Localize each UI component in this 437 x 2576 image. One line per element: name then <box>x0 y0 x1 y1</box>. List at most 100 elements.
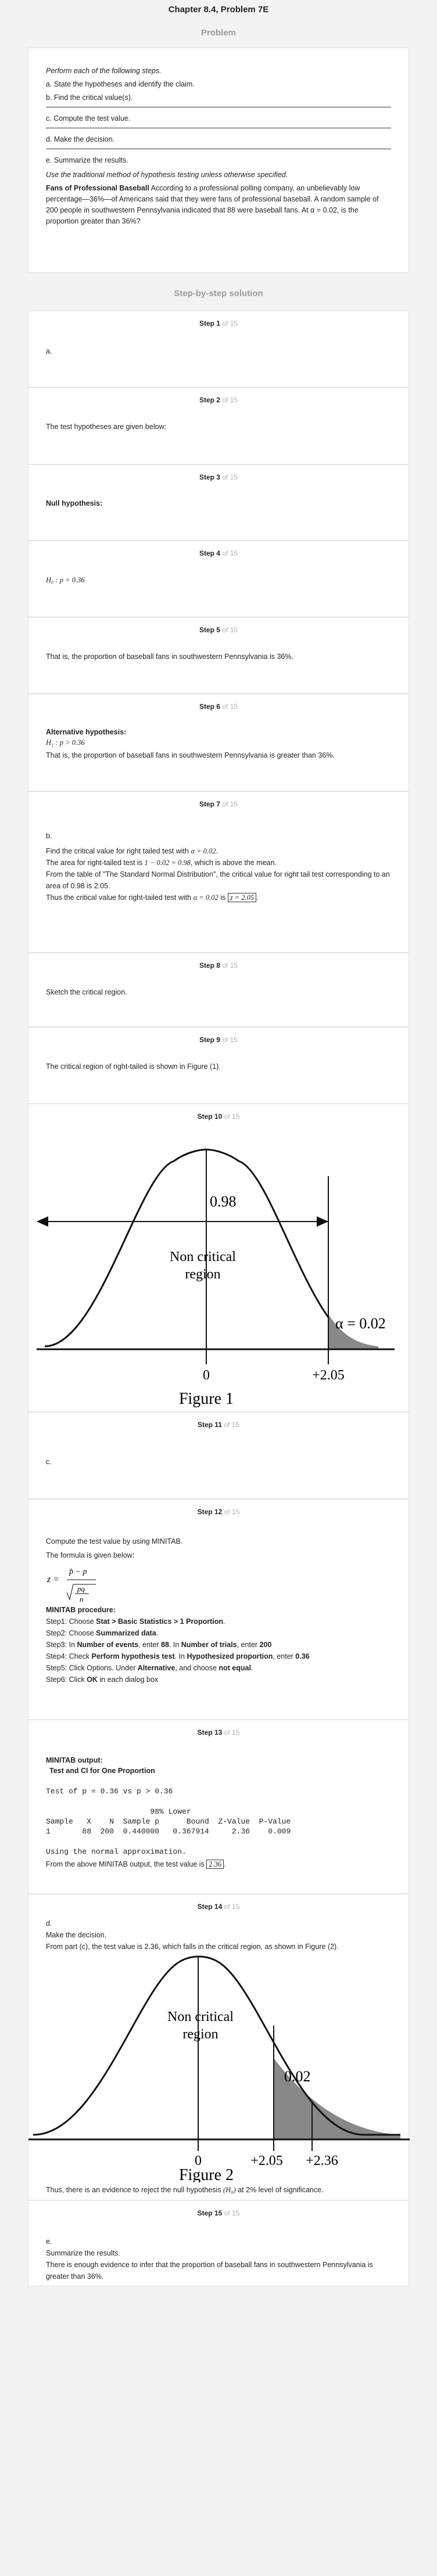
minitab-ok: OK <box>87 1676 98 1684</box>
step-header: Step 3 of 15 <box>199 473 238 481</box>
step-header: Step 15 of 15 <box>197 2209 240 2217</box>
step-card-14: Step 14 of 15 d. Make the decision. From… <box>28 1894 410 2200</box>
step-header: Step 6 of 15 <box>199 702 238 711</box>
step-card-1: Step 1 of 15 a. <box>28 311 409 387</box>
minitab-menu-path: Stat > Basic Statistics > 1 Proportion <box>96 1617 223 1626</box>
alpha-value: α = 0.02 <box>193 894 218 902</box>
step-12-line-1: Compute the test value by using MINITAB. <box>46 1537 183 1545</box>
problem-intro: Perform each of the following steps. <box>46 67 162 75</box>
step-card-12: Step 12 of 15 Compute the test value by … <box>28 1499 409 1720</box>
step-header: Step 1 of 15 <box>199 319 238 327</box>
problem-note: Use the traditional method of hypothesis… <box>46 171 288 179</box>
minitab-step-6-label: Step6: Click <box>46 1676 87 1684</box>
step-card-3: Step 3 of 15 Null hypothesis: <box>28 464 409 541</box>
x-tick-0: 0 <box>203 1368 210 1383</box>
problem-step-a: a. State the hypotheses and identify the… <box>46 80 195 88</box>
minitab-not-equal: not equal <box>218 1664 251 1672</box>
x-tick-0: 0 <box>195 2153 202 2168</box>
problem-topic: Fans of Professional Baseball <box>46 184 149 192</box>
minitab-step-2-label: Step2: Choose <box>46 1629 96 1637</box>
step-5-text: That is, the proportion of baseball fans… <box>46 653 293 661</box>
step-7-is: is <box>220 894 226 902</box>
minitab-trials-value: 200 <box>259 1641 272 1649</box>
minitab-ci-header: 98% Lower <box>46 1807 191 1816</box>
step-13-conclusion: From the above MINITAB output, the test … <box>46 1860 205 1868</box>
null-hypothesis-formula: H₀ : p = 0.36 <box>46 576 85 584</box>
figure-2: Non critical region 0.02 0 +2.05 +2.36 F… <box>28 1955 410 2182</box>
step-7-line-2: The area for right-tailed test is <box>46 859 143 867</box>
step-card-13: Step 13 of 15 MINITAB output: Test and C… <box>28 1720 409 1894</box>
step-7-line-3: From the table of "The Standard Normal D… <box>46 870 390 890</box>
minitab-step-5-choose: , and choose <box>175 1664 219 1672</box>
solution-label: Step-by-step solution <box>174 289 263 298</box>
step-header: Step 9 of 15 <box>199 1036 238 1044</box>
minitab-step-2-end: . <box>156 1629 159 1637</box>
alpha-label: 0.02 <box>284 2068 311 2085</box>
noncritical-label-2: region <box>185 1267 220 1282</box>
alpha-label: α = 0.02 <box>335 1315 386 1332</box>
minitab-output-subtitle: Test and CI for One Proportion <box>49 1767 155 1775</box>
step-card-10: Step 10 of 15 0.98 Non critical region α… <box>28 1104 409 1412</box>
area-formula: 1 − 0.02 = 0.98 <box>144 859 191 867</box>
critical-value-box: z = 2.05 <box>227 893 257 902</box>
step-12-line-2: The formula is given below: <box>46 1551 135 1559</box>
minitab-step-5-label: Step5: Click Options. Under <box>46 1664 138 1672</box>
minitab-step-3-enter: , enter <box>138 1641 162 1649</box>
step-7-line-2-end: , which is above the mean. <box>190 859 277 867</box>
step-card-6: Step 6 of 15 Alternative hypothesis: H₁ … <box>28 694 409 791</box>
noncritical-label-1: Non critical <box>167 2009 234 2024</box>
center-area-label: 0.98 <box>210 1193 237 1210</box>
svg-text:n: n <box>80 1595 84 1604</box>
minitab-output-title: MINITAB output: <box>46 1756 103 1764</box>
step-card-15: Step 15 of 15 e. Summarize the results. … <box>28 2200 409 2286</box>
step-header: Step 10 of 15 <box>197 1112 240 1121</box>
critical-region-2 <box>274 2058 400 2139</box>
noncritical-label-2: region <box>182 2027 218 2042</box>
step-11-text: c. <box>46 1458 52 1466</box>
normal-curve-2 <box>33 1955 400 2136</box>
figure-2-caption: Figure 2 <box>179 2166 234 2182</box>
step-8-text: Sketch the critical region. <box>46 988 127 996</box>
minitab-step-4-enter: , enter <box>273 1652 296 1660</box>
step-9-text: The critical region of right-tailed is s… <box>46 1062 221 1071</box>
step-card-5: Step 5 of 15 That is, the proportion of … <box>28 617 409 694</box>
svg-text:z =: z = <box>46 1575 59 1584</box>
minitab-hyp-proportion: Hypothesized proportion <box>187 1652 273 1660</box>
step-15-label: e. <box>46 2238 52 2246</box>
minitab-step-3-enter-2: , enter <box>237 1641 260 1649</box>
step-15-line-2: There is enough evidence to infer that t… <box>46 2261 373 2280</box>
x-tick-critical: +2.05 <box>312 1368 345 1383</box>
minitab-columns: Sample X N Sample p Bound Z-Value P-Valu… <box>46 1817 291 1826</box>
minitab-alternative: Alternative <box>137 1664 175 1672</box>
minitab-summarized-data: Summarized data <box>96 1629 156 1637</box>
problem-step-c: c. Compute the test value. <box>46 114 131 123</box>
minitab-step-5: Step5: Click Options. Under Alternative,… <box>46 1662 391 1674</box>
minitab-step-1-label: Step1: Choose <box>46 1617 96 1626</box>
step-header: Step 5 of 15 <box>199 626 238 634</box>
step-header: Step 13 of 15 <box>197 1728 240 1736</box>
minitab-row: 1 88 200 0.440000 0.367914 2.36 0.009 <box>46 1827 291 1836</box>
step-14-label: d. <box>46 1919 52 1928</box>
step-card-8: Step 8 of 15 Sketch the critical region. <box>28 953 409 1027</box>
minitab-step-3-label: Step3: In <box>46 1641 77 1649</box>
minitab-trials-field: Number of trials <box>181 1641 237 1649</box>
step-14-line-2: From part (c), the test value is 2.36, w… <box>46 1943 339 1951</box>
problem-card: Perform each of the following steps. a. … <box>28 48 409 273</box>
chapter-title: Chapter 8.4, Problem 7E <box>168 5 269 15</box>
step-7-line-4: Thus the critical value for right-tailed… <box>46 894 192 902</box>
minitab-events-field: Number of events <box>77 1641 139 1649</box>
step-7-line-1: Find the critical value for right tailed… <box>46 847 189 855</box>
problem-text: According to a professional polling comp… <box>46 184 379 225</box>
test-value-box: 2.36 <box>206 1860 224 1869</box>
minitab-step-1: Step1: Choose Stat > Basic Statistics > … <box>46 1616 391 1627</box>
minitab-step-4: Step4: Check Perform hypothesis test. In… <box>46 1651 391 1662</box>
minitab-step-4-label: Step4: Check <box>46 1652 92 1660</box>
svg-text:pq: pq <box>77 1584 85 1593</box>
step-header: Step 11 of 15 <box>197 1421 240 1429</box>
minitab-step-3: Step3: In Number of events, enter 88. In… <box>46 1639 391 1651</box>
minitab-step-5-end: . <box>250 1664 253 1672</box>
problem-step-e: e. Summarize the results. <box>46 156 128 164</box>
step-header: Step 7 of 15 <box>199 800 238 808</box>
x-tick-test: +2.36 <box>306 2153 338 2168</box>
